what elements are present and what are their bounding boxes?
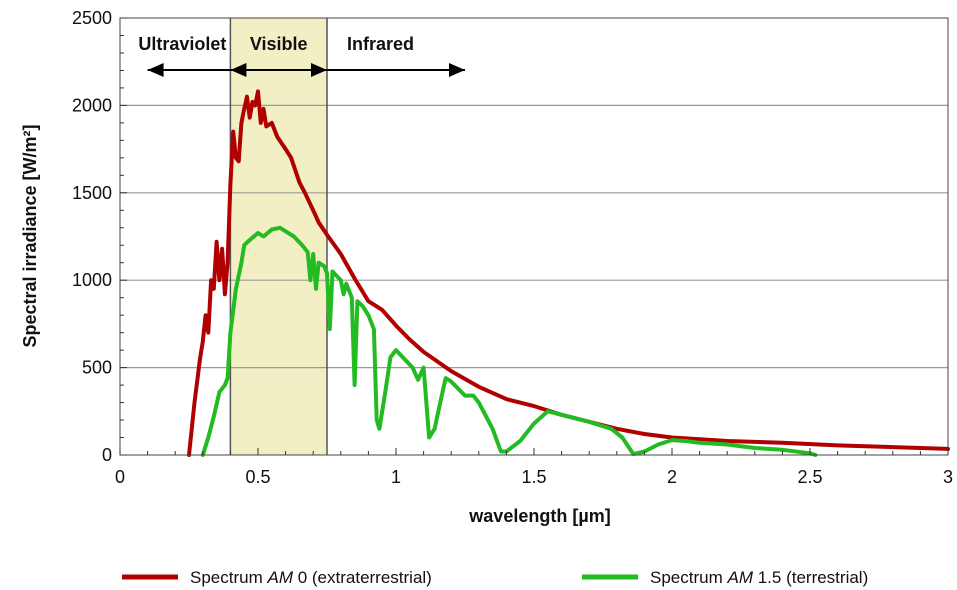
ultraviolet-arrow-head xyxy=(147,63,164,77)
y-tick-label: 2000 xyxy=(72,95,112,115)
x-axis-title: wavelength [µm] xyxy=(468,506,610,526)
region-arrows xyxy=(147,63,465,77)
visible-arrow-head xyxy=(230,63,247,77)
y-tick-label: 0 xyxy=(102,445,112,465)
series-group xyxy=(187,89,950,457)
series-line-am15 xyxy=(200,225,818,457)
y-axis-title: Spectral irradiance [W/m²] xyxy=(20,124,40,347)
axis-ticks xyxy=(119,17,949,456)
x-tick-label: 1.5 xyxy=(521,467,546,487)
visible-region-band xyxy=(230,18,327,455)
region-label-infrared: Infrared xyxy=(347,34,414,54)
infrared-arrow-head xyxy=(449,63,465,77)
x-tick-label: 2.5 xyxy=(797,467,822,487)
x-tick-label: 2 xyxy=(667,467,677,487)
y-tick-labels: 0 500 1000 1500 2000 2500 xyxy=(72,8,112,465)
y-tick-label: 1000 xyxy=(72,270,112,290)
legend: Spectrum AM 0 (extraterrestrial) Spectru… xyxy=(122,568,868,587)
region-label-ultraviolet: Ultraviolet xyxy=(138,34,226,54)
legend-label-am15-prefix: Spectrum xyxy=(650,568,727,587)
legend-label-am0-suffix: 0 (extraterrestrial) xyxy=(293,568,432,587)
region-labels: Ultraviolet Visible Infrared xyxy=(138,34,414,54)
legend-label-am0-prefix: Spectrum xyxy=(190,568,267,587)
legend-label-am15-am: AM xyxy=(726,568,753,587)
y-tick-label: 2500 xyxy=(72,8,112,28)
legend-label-am15-suffix: 1.5 (terrestrial) xyxy=(753,568,868,587)
visible-band-rect xyxy=(230,18,327,455)
visible-arrow-head xyxy=(311,63,327,77)
x-tick-label: 0.5 xyxy=(245,467,270,487)
region-label-visible: Visible xyxy=(250,34,308,54)
x-tick-label: 0 xyxy=(115,467,125,487)
legend-label-am15: Spectrum AM 1.5 (terrestrial) xyxy=(650,568,868,587)
y-tick-label: 500 xyxy=(82,358,112,378)
legend-label-am0: Spectrum AM 0 (extraterrestrial) xyxy=(190,568,432,587)
x-tick-labels: 0 0.5 1 1.5 2 2.5 3 xyxy=(115,467,953,487)
x-tick-label: 1 xyxy=(391,467,401,487)
legend-label-am0-am: AM xyxy=(266,568,293,587)
y-tick-label: 1500 xyxy=(72,183,112,203)
x-tick-label: 3 xyxy=(943,467,953,487)
